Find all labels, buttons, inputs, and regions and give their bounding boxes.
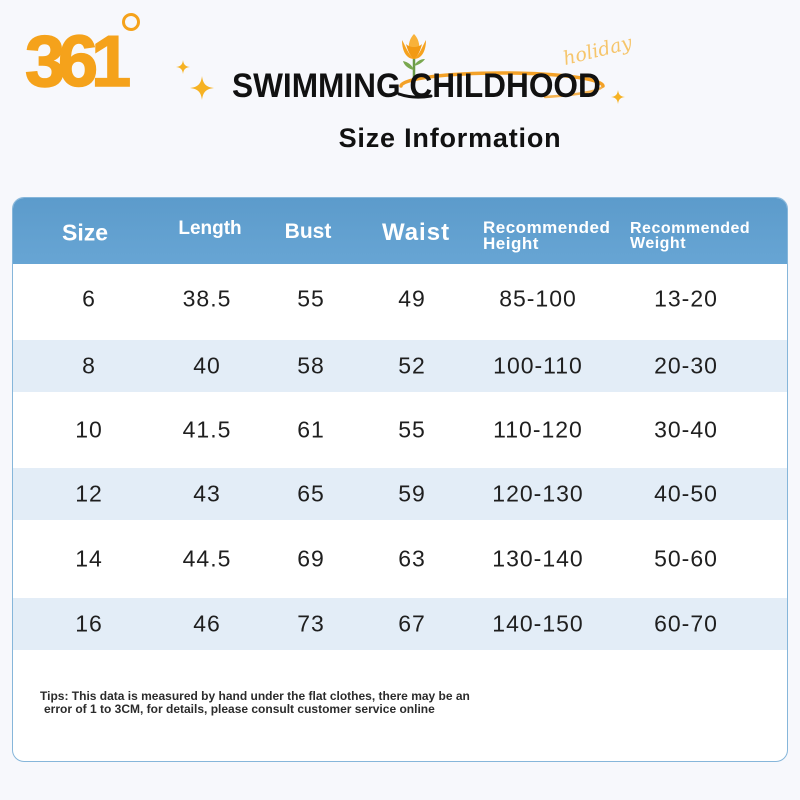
table-cell-bust: 65 <box>297 480 325 507</box>
table-cell-length: 44.5 <box>182 545 232 572</box>
table-cell-bust: 69 <box>297 545 325 572</box>
column-header-length: Length <box>178 218 242 239</box>
logo-degree-mark <box>122 13 140 31</box>
table-cell-size: 12 <box>75 480 103 507</box>
table-cell-length: 46 <box>193 610 221 637</box>
table-cell-recommended-height: 85-100 <box>499 285 577 312</box>
tips-line: error of 1 to 3CM, for details, please c… <box>44 702 435 716</box>
table-cell-recommended-weight: 13-20 <box>654 285 718 312</box>
swim-ring-swoosh <box>395 64 610 104</box>
column-header-recommended-weight: Recommended Weight <box>630 220 751 252</box>
table-row: 8 40 58 52 100-110 20-30 <box>13 340 787 392</box>
page-title: Size Information <box>338 123 562 153</box>
table-cell-bust: 61 <box>297 416 325 443</box>
brand-logo: 361 <box>24 22 132 102</box>
table-body: 6 38.5 55 49 85-100 13-20 8 40 58 52 100-110 20-30 1… <box>13 264 787 650</box>
table-cell-recommended-weight: 40-50 <box>654 480 718 507</box>
table-cell-length: 38.5 <box>182 285 232 312</box>
table-cell-bust: 55 <box>297 285 325 312</box>
table-cell-waist: 52 <box>398 352 426 379</box>
table-cell-size: 14 <box>75 545 103 572</box>
table-cell-length: 40 <box>193 352 221 379</box>
table-cell-waist: 63 <box>398 545 426 572</box>
tips-line: Tips: This data is measured by hand unde… <box>40 689 470 703</box>
table-cell-waist: 67 <box>398 610 426 637</box>
column-header-recommended-height: Recommended Height <box>483 218 611 253</box>
sparkle-icon <box>611 90 625 104</box>
table-cell-length: 41.5 <box>182 416 232 443</box>
table-cell-size: 10 <box>75 416 103 443</box>
table-cell-size: 8 <box>82 352 96 379</box>
table-cell-size: 6 <box>82 285 96 312</box>
table-cell-recommended-weight: 20-30 <box>654 352 718 379</box>
table-cell-waist: 59 <box>398 480 426 507</box>
table-header: Size Length Bust Waist Recommended Heigh… <box>13 198 787 264</box>
table-cell-waist: 49 <box>398 285 426 312</box>
tips-note: Tips: This data is measured by hand unde… <box>40 690 470 716</box>
banner-title: SWIMMING CHILDHOOD <box>232 67 601 105</box>
column-header-size: Size <box>61 219 109 246</box>
table-cell-bust: 73 <box>297 610 325 637</box>
table-cell-recommended-height: 130-140 <box>492 545 584 572</box>
table-row: 6 38.5 55 49 85-100 13-20 <box>13 264 787 340</box>
table-cell-size: 16 <box>75 610 103 637</box>
flower-icon <box>394 32 434 80</box>
table-cell-recommended-height: 140-150 <box>492 610 584 637</box>
sparkle-icon <box>190 76 214 100</box>
table-row: 10 41.5 61 55 110-120 30-40 <box>13 392 787 468</box>
table-cell-recommended-height: 120-130 <box>492 480 584 507</box>
table-cell-length: 43 <box>193 480 221 507</box>
table-row: 16 46 73 67 140-150 60-70 <box>13 598 787 650</box>
table-cell-bust: 58 <box>297 352 325 379</box>
table-cell-recommended-height: 110-120 <box>493 416 583 443</box>
sparkle-icon <box>176 60 190 74</box>
table-cell-recommended-height: 100-110 <box>493 352 583 379</box>
table-cell-recommended-weight: 60-70 <box>654 610 718 637</box>
size-table-card: Size Length Bust Waist Recommended Heigh… <box>12 197 788 762</box>
column-header-waist: Waist <box>381 219 451 246</box>
table-row: 12 43 65 59 120-130 40-50 <box>13 468 787 520</box>
table-row: 14 44.5 69 63 130-140 50-60 <box>13 520 787 598</box>
table-cell-recommended-weight: 30-40 <box>654 416 718 443</box>
table-cell-recommended-weight: 50-60 <box>654 545 718 572</box>
table-cell-waist: 55 <box>398 416 426 443</box>
column-header-bust: Bust <box>284 220 332 243</box>
